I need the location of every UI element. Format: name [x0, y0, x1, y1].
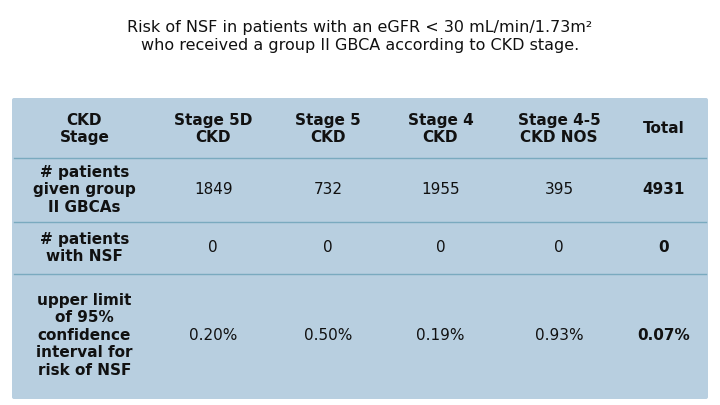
Text: upper limit
of 95%
confidence
interval for
risk of NSF: upper limit of 95% confidence interval f… — [36, 293, 132, 378]
Text: 0: 0 — [208, 240, 218, 255]
Text: who received a group II GBCA according to CKD stage.: who received a group II GBCA according t… — [141, 38, 579, 53]
Text: 0.19%: 0.19% — [416, 328, 464, 343]
Text: Total: Total — [643, 122, 685, 136]
Text: 0: 0 — [659, 240, 669, 255]
Text: Stage 4-5
CKD NOS: Stage 4-5 CKD NOS — [518, 113, 600, 145]
Text: 0: 0 — [554, 240, 564, 255]
Text: 4931: 4931 — [642, 182, 685, 197]
Text: CKD
Stage: CKD Stage — [60, 113, 109, 145]
Text: 732: 732 — [313, 182, 342, 197]
Text: # patients
given group
II GBCAs: # patients given group II GBCAs — [33, 165, 136, 215]
Text: 0.20%: 0.20% — [189, 328, 238, 343]
Text: 0: 0 — [436, 240, 445, 255]
Text: 1955: 1955 — [421, 182, 460, 197]
Text: 1849: 1849 — [194, 182, 233, 197]
Text: 0.07%: 0.07% — [637, 328, 690, 343]
Text: Stage 5D
CKD: Stage 5D CKD — [174, 113, 252, 145]
Text: # patients
with NSF: # patients with NSF — [40, 232, 129, 264]
Text: 0.93%: 0.93% — [535, 328, 583, 343]
Text: Risk of NSF in patients with an eGFR < 30 mL/min/1.73m²: Risk of NSF in patients with an eGFR < 3… — [127, 20, 593, 35]
Text: 0: 0 — [323, 240, 333, 255]
Text: Stage 4
CKD: Stage 4 CKD — [408, 113, 473, 145]
Text: 395: 395 — [544, 182, 574, 197]
Text: Stage 5
CKD: Stage 5 CKD — [295, 113, 361, 145]
Text: 0.50%: 0.50% — [304, 328, 352, 343]
FancyBboxPatch shape — [12, 98, 708, 399]
